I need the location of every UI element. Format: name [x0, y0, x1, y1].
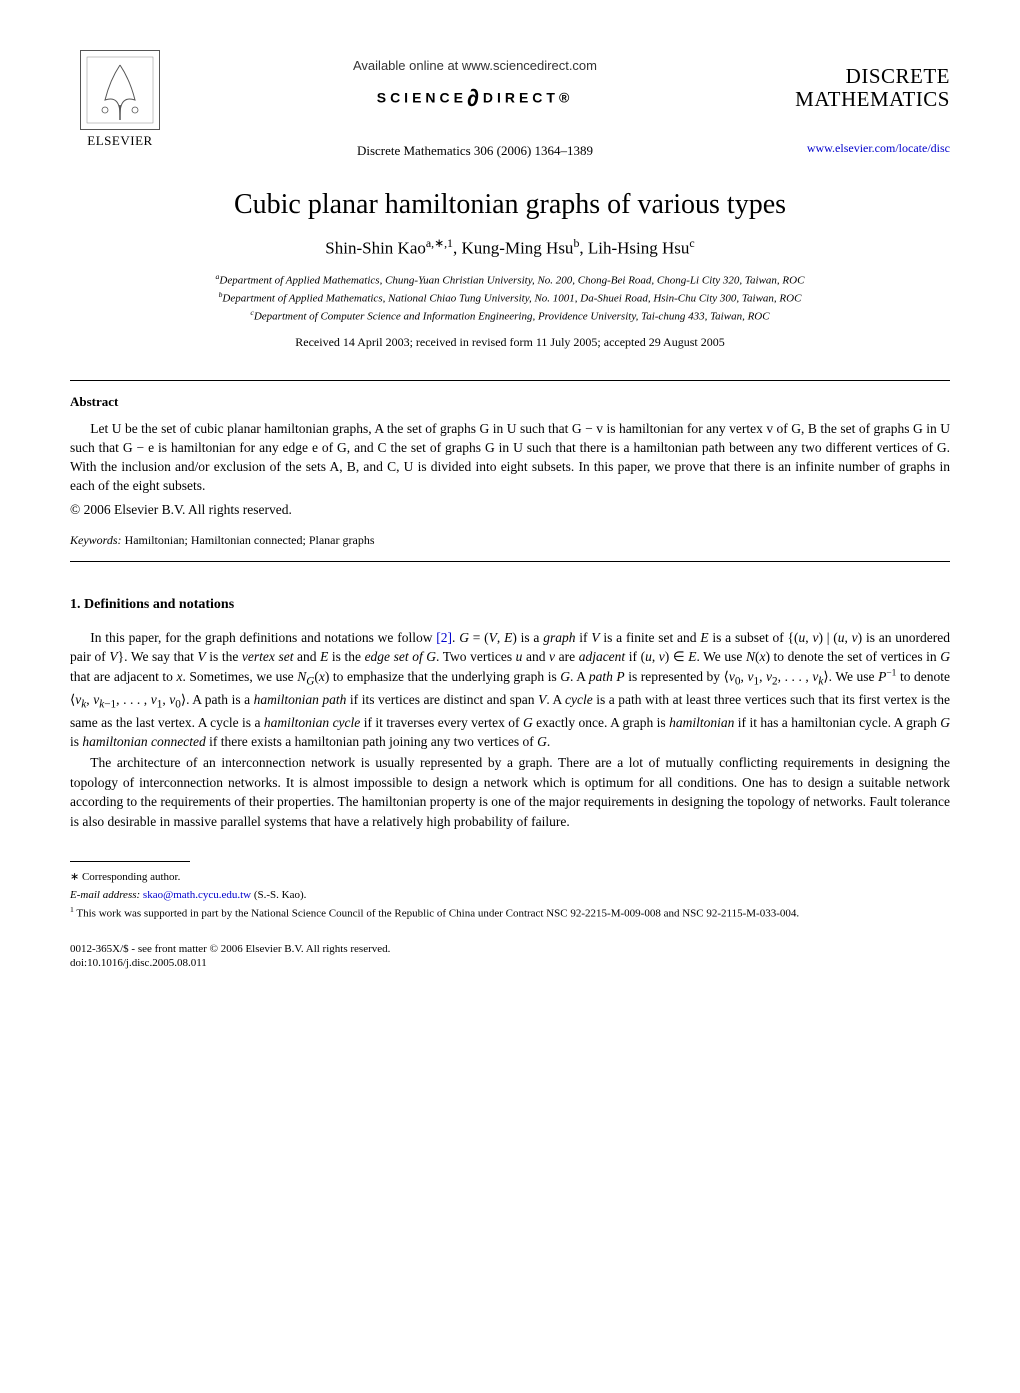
footnote-email-link[interactable]: skao@math.cycu.edu.tw: [143, 889, 251, 901]
section-1-para-2: The architecture of an interconnection n…: [70, 753, 950, 831]
bottom-line1: 0012-365X/$ - see front matter © 2006 El…: [70, 942, 950, 956]
article-dates: Received 14 April 2003; received in revi…: [70, 335, 950, 350]
sciencedirect-suffix: DIRECT®: [483, 90, 573, 106]
header-center: Available online at www.sciencedirect.co…: [170, 50, 780, 159]
keywords-line: Keywords: Hamiltonian; Hamiltonian conne…: [70, 533, 950, 548]
footnote-separator: [70, 861, 190, 862]
divider: [70, 561, 950, 562]
abstract-heading: Abstract: [70, 394, 950, 410]
journal-url-link[interactable]: www.elsevier.com/locate/disc: [780, 141, 950, 156]
bottom-info: 0012-365X/$ - see front matter © 2006 El…: [70, 942, 950, 971]
footnote-corresponding: ∗ Corresponding author.: [70, 870, 950, 885]
bottom-line2: doi:10.1016/j.disc.2005.08.011: [70, 956, 950, 970]
section-1-para-1: In this paper, for the graph definitions…: [70, 628, 950, 752]
divider: [70, 380, 950, 381]
footnote-email: E-mail address: skao@math.cycu.edu.tw (S…: [70, 888, 950, 903]
affiliation-a: aDepartment of Applied Mathematics, Chun…: [70, 271, 950, 289]
available-online-text: Available online at www.sciencedirect.co…: [170, 58, 780, 73]
header-row: ELSEVIER Available online at www.science…: [70, 50, 950, 159]
abstract-text: Let U be the set of cubic planar hamilto…: [70, 420, 950, 496]
section-1-heading: 1. Definitions and notations: [70, 597, 950, 613]
journal-name-line1: DISCRETE: [780, 65, 950, 88]
sciencedirect-swirl-icon: ∂: [467, 85, 483, 113]
sciencedirect-logo: SCIENCE∂DIRECT®: [170, 85, 780, 113]
keywords-label: Keywords:: [70, 533, 122, 547]
affiliation-b: bDepartment of Applied Mathematics, Nati…: [70, 289, 950, 307]
affiliations: aDepartment of Applied Mathematics, Chun…: [70, 271, 950, 325]
abstract-copyright: © 2006 Elsevier B.V. All rights reserved…: [70, 502, 950, 518]
footnote-email-label: E-mail address:: [70, 889, 140, 901]
elsevier-logo: ELSEVIER: [70, 50, 170, 149]
journal-reference: Discrete Mathematics 306 (2006) 1364–138…: [170, 143, 780, 159]
elsevier-label: ELSEVIER: [70, 133, 170, 149]
elsevier-tree-icon: [80, 50, 160, 130]
footnote-funding: 1 This work was supported in part by the…: [70, 905, 950, 922]
keywords-text: Hamiltonian; Hamiltonian connected; Plan…: [122, 533, 375, 547]
affiliation-c: cDepartment of Computer Science and Info…: [70, 307, 950, 325]
article-title: Cubic planar hamiltonian graphs of vario…: [70, 189, 950, 221]
journal-name-line2: MATHEMATICS: [780, 88, 950, 111]
journal-name-block: DISCRETE MATHEMATICS www.elsevier.com/lo…: [780, 50, 950, 156]
authors-list: Shin-Shin Kaoa,∗,1, Kung-Ming Hsub, Lih-…: [70, 236, 950, 259]
sciencedirect-prefix: SCIENCE: [377, 90, 467, 106]
footnote-email-suffix: (S.-S. Kao).: [251, 889, 306, 901]
